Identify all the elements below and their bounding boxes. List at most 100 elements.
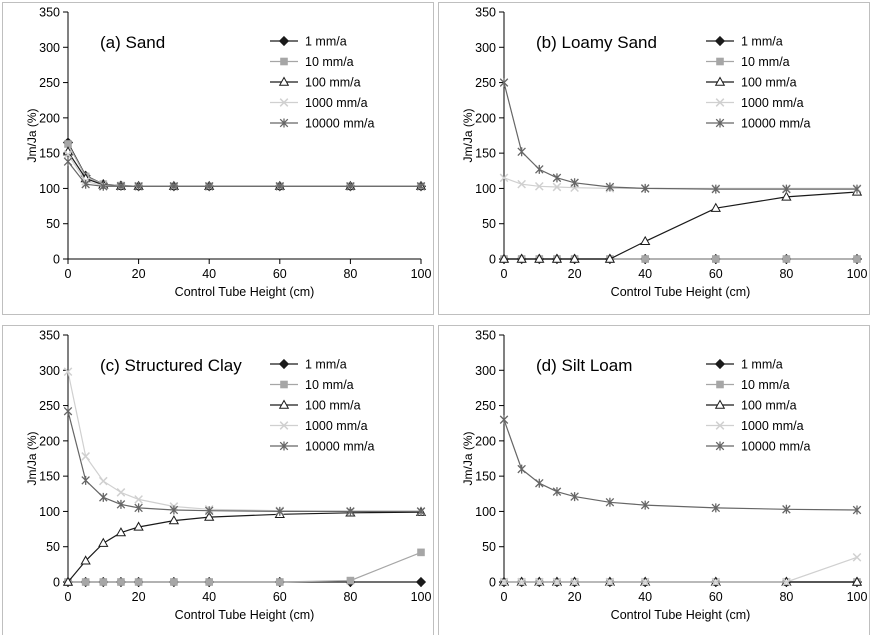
legend-marker	[715, 441, 725, 451]
data-point	[62, 576, 74, 586]
data-point	[99, 181, 108, 191]
y-tick-label: 200	[475, 434, 496, 448]
chart-panel-2: 0 50 100 150 200 250 300 350 0 20 40 60 80 100 Control…	[438, 2, 870, 315]
series-line-3	[503, 177, 857, 189]
x-tick-label: 20	[132, 590, 146, 604]
x-axis-label: Control Tube Height (cm)	[175, 285, 315, 299]
data-point	[98, 476, 108, 486]
x-tick-label: 40	[638, 590, 652, 604]
legend-label: 10 mm/a	[741, 378, 790, 392]
panel-title: (c) Structured Clay	[100, 356, 242, 375]
data-point	[170, 578, 178, 586]
x-tick-label: 100	[847, 267, 868, 281]
y-tick-label: 200	[39, 111, 60, 125]
data-point	[605, 497, 615, 507]
y-tick-label: 250	[475, 76, 496, 90]
data-point	[570, 178, 579, 188]
data-point	[204, 181, 214, 191]
data-point	[641, 255, 649, 263]
legend-label: 10000 mm/a	[741, 117, 811, 131]
x-tick-label: 60	[709, 267, 723, 281]
data-point	[81, 578, 90, 586]
x-tick-label: 100	[847, 590, 868, 604]
legend-marker	[279, 118, 289, 128]
legend-marker	[715, 118, 725, 128]
data-point	[711, 503, 721, 513]
y-tick-label: 350	[475, 6, 496, 20]
y-axis-label: Jm/Ja (%)	[461, 108, 475, 162]
y-tick-label: 350	[39, 6, 60, 20]
data-point	[552, 577, 562, 587]
data-point	[63, 367, 73, 377]
x-tick-label: 0	[65, 590, 72, 604]
x-tick-label: 40	[638, 267, 652, 281]
data-point	[99, 578, 108, 586]
y-tick-label: 300	[475, 364, 496, 378]
panel-frame	[438, 325, 870, 635]
legend-label: 1000 mm/a	[305, 96, 368, 110]
panel-frame	[438, 2, 870, 315]
chart-panel-1: 0 50 100 150 200 250 300 350 0 20 40 60 80 100 Control…	[2, 2, 434, 315]
x-tick-label: 0	[65, 267, 72, 281]
legend-label: 1000 mm/a	[305, 419, 368, 433]
series-line-2	[504, 191, 858, 260]
legend-label: 100 mm/a	[741, 76, 797, 90]
x-tick-label: 20	[132, 267, 146, 281]
legend-label: 100 mm/a	[741, 399, 797, 413]
legend-label: 10 mm/a	[741, 55, 790, 69]
series-line-1	[67, 143, 421, 187]
legend-marker	[715, 98, 725, 107]
data-point	[552, 182, 562, 192]
y-tick-label: 0	[489, 576, 496, 590]
legend-marker	[279, 441, 289, 451]
data-point	[134, 503, 143, 513]
y-tick-label: 300	[475, 41, 496, 55]
legend-label: 1 mm/a	[741, 35, 783, 49]
data-point	[134, 578, 143, 586]
legend-label: 100 mm/a	[305, 76, 361, 90]
x-tick-label: 60	[273, 267, 287, 281]
y-tick-label: 50	[46, 217, 60, 231]
data-point	[346, 181, 355, 191]
y-tick-label: 50	[46, 540, 60, 554]
x-axis-label: Control Tube Height (cm)	[611, 608, 751, 622]
panel-title: (a) Sand	[100, 33, 165, 52]
data-point	[346, 576, 355, 585]
legend-marker	[278, 35, 290, 47]
chart-panel-3: 0 50 100 150 200 250 300 350 0 20 40 60 80 100 Control…	[2, 325, 434, 635]
data-point	[133, 521, 144, 531]
legend-marker	[715, 421, 725, 430]
legend-label: 10000 mm/a	[305, 440, 375, 454]
data-point	[81, 179, 90, 189]
data-point	[712, 255, 720, 263]
data-point	[169, 505, 179, 515]
data-point	[535, 164, 544, 174]
data-point	[81, 452, 90, 461]
data-point	[63, 406, 73, 416]
x-tick-label: 100	[411, 267, 432, 281]
y-tick-label: 150	[39, 470, 60, 484]
data-point	[63, 150, 73, 159]
data-point	[534, 181, 544, 191]
legend-label: 10 mm/a	[305, 378, 354, 392]
y-tick-label: 100	[39, 505, 60, 519]
data-point	[782, 504, 791, 514]
data-point	[415, 576, 427, 588]
data-point	[781, 191, 792, 201]
legend-marker	[278, 76, 290, 86]
y-axis-label: Jm/Ja (%)	[461, 431, 475, 485]
y-tick-label: 300	[39, 41, 60, 55]
x-tick-label: 0	[501, 267, 508, 281]
data-point	[782, 255, 791, 263]
data-point	[711, 577, 721, 587]
data-point	[134, 495, 143, 504]
x-tick-label: 60	[273, 590, 287, 604]
y-axis-label: Jm/Ja (%)	[25, 431, 39, 485]
x-tick-label: 40	[202, 267, 216, 281]
x-axis-label: Control Tube Height (cm)	[611, 285, 751, 299]
data-point	[851, 576, 863, 586]
x-tick-label: 100	[411, 590, 432, 604]
y-tick-label: 100	[475, 182, 496, 196]
y-tick-label: 0	[53, 576, 60, 590]
data-point	[417, 548, 425, 557]
